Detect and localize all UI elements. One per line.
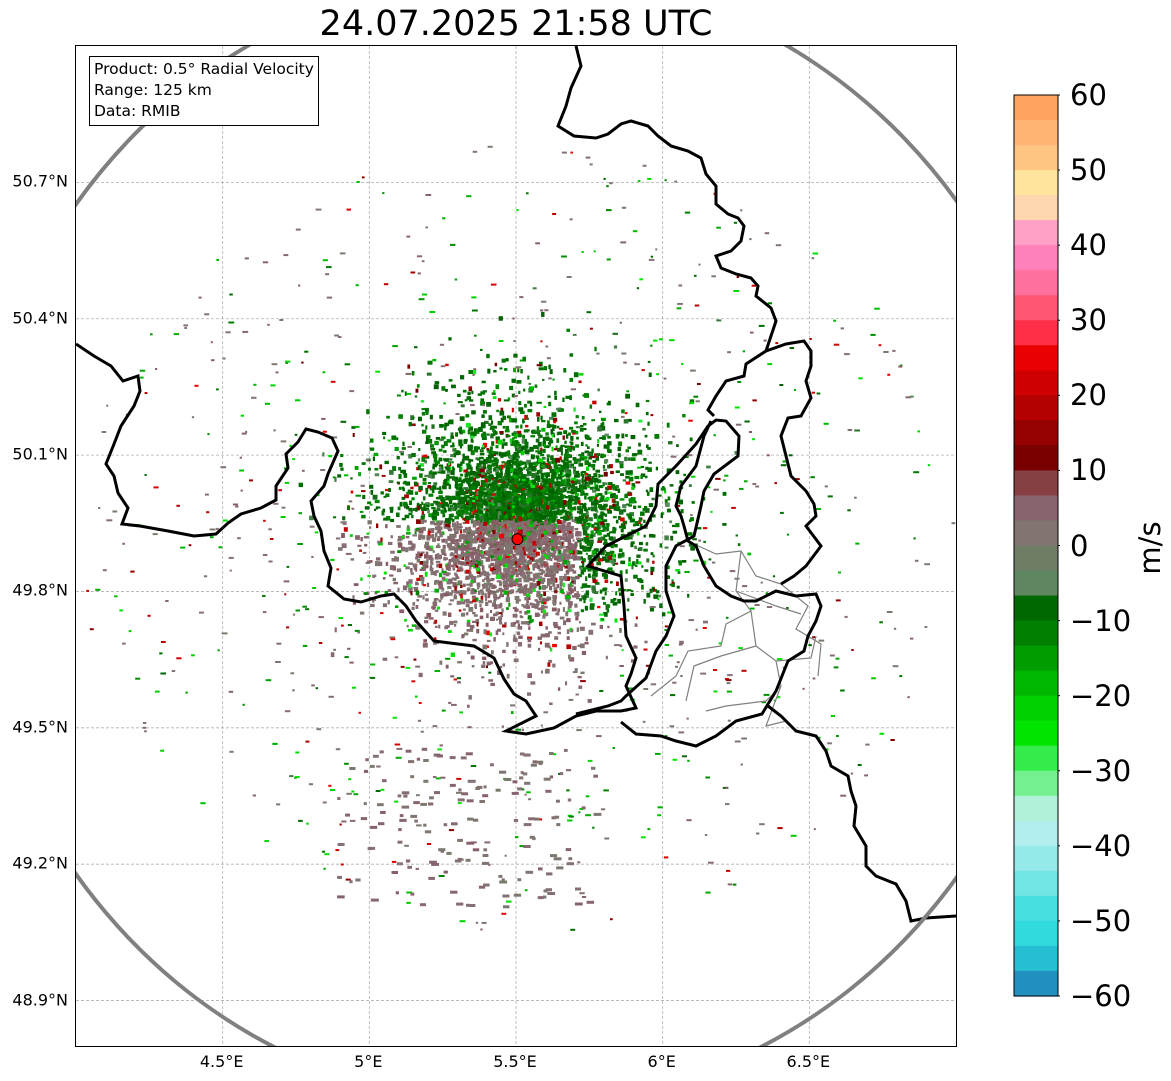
longitude-label: 6°E <box>647 1052 676 1071</box>
colorbar-band <box>1014 695 1058 722</box>
colorbar-band <box>1014 720 1058 747</box>
colorbar-band <box>1014 845 1058 872</box>
colorbar-band <box>1014 620 1058 647</box>
colorbar-band <box>1014 945 1058 972</box>
colorbar-band <box>1014 520 1058 547</box>
colorbar-band <box>1014 770 1058 797</box>
data-source-line: Data: RMIB <box>94 102 181 120</box>
colorbar-bands <box>1014 95 1058 997</box>
colorbar-tick-label: −50 <box>1070 903 1132 938</box>
colorbar-ticks <box>1058 94 1060 997</box>
colorbar-band <box>1014 670 1058 697</box>
colorbar-band <box>1014 120 1058 146</box>
colorbar-band <box>1014 445 1058 472</box>
latitude-label: 49.5°N <box>12 717 68 737</box>
colorbar-band <box>1014 745 1058 772</box>
border-luxembourg-germany-east <box>767 704 956 923</box>
colorbar-band <box>1014 795 1058 822</box>
longitude-label: 5.5°E <box>493 1052 537 1071</box>
colorbar-band <box>1014 370 1058 396</box>
latitude-label: 50.7°N <box>12 171 68 191</box>
longitude-label: 5°E <box>354 1052 383 1071</box>
colorbar-band <box>1014 920 1058 947</box>
latitude-label: 50.1°N <box>12 444 68 464</box>
colorbar-band <box>1014 895 1058 922</box>
colorbar-tick-label: −20 <box>1070 678 1132 713</box>
colorbar-tick-label: 20 <box>1070 378 1107 413</box>
border-west-france-belgium <box>76 342 741 736</box>
colorbar-band <box>1014 320 1058 346</box>
colorbar-tick-label: −30 <box>1070 753 1132 788</box>
longitude-label: 4.5°E <box>199 1052 244 1071</box>
latitude-label: 48.9°N <box>12 990 68 1010</box>
colorbar-band <box>1014 145 1058 171</box>
colorbar-band <box>1014 295 1058 321</box>
colorbar-band <box>1014 970 1058 997</box>
colorbar-band <box>1014 545 1058 572</box>
colorbar-band <box>1014 345 1058 371</box>
colorbar-band <box>1014 495 1058 522</box>
colorbar-tick-label: 60 <box>1070 78 1107 112</box>
range-line: Range: 125 km <box>94 81 212 99</box>
colorbar-band <box>1014 270 1058 296</box>
colorbar-band <box>1014 595 1058 622</box>
radar-map-frame[interactable] <box>75 45 957 1047</box>
colorbar-band <box>1014 170 1058 196</box>
country-borders <box>76 46 956 923</box>
colorbar-tick-label: 50 <box>1070 153 1107 188</box>
radar-echoes <box>86 145 956 931</box>
border-frame-right-east <box>765 339 823 586</box>
border-belgium-bottom-branch <box>620 420 823 748</box>
colorbar-band <box>1014 870 1058 897</box>
colorbar-band <box>1014 395 1058 421</box>
colorbar-tick-label: −60 <box>1070 979 1132 1013</box>
colorbar-tick-label: 0 <box>1070 528 1089 563</box>
longitude-label: 6.5°E <box>786 1052 831 1071</box>
colorbar-tick-label: 30 <box>1070 303 1107 338</box>
colorbar-band <box>1014 420 1058 446</box>
velocity-colorbar <box>1013 94 1060 997</box>
latitude-label: 50.4°N <box>12 308 68 328</box>
radar-map[interactable] <box>76 46 956 1046</box>
latitude-label: 49.8°N <box>12 580 68 600</box>
colorbar-band <box>1014 220 1058 246</box>
map-title: 24.07.2025 21:58 UTC <box>319 4 713 44</box>
latitude-label: 49.2°N <box>12 853 68 873</box>
colorbar-tick-label: −10 <box>1070 603 1132 638</box>
colorbar-band <box>1014 645 1058 672</box>
colorbar-band <box>1014 570 1058 597</box>
product-info-box: Product: 0.5° Radial Velocity Range: 125… <box>89 56 319 126</box>
colorbar-tick-label: 10 <box>1070 453 1107 488</box>
product-line: Product: 0.5° Radial Velocity <box>94 60 314 78</box>
radar-overlays <box>76 46 956 1046</box>
radar-site-marker[interactable] <box>511 533 524 546</box>
colorbar-band <box>1014 470 1058 497</box>
colorbar-band <box>1014 820 1058 847</box>
colorbar-band <box>1014 95 1058 121</box>
colorbar-tick-label: −40 <box>1070 828 1132 863</box>
colorbar-unit: m/s <box>1133 521 1167 575</box>
colorbar-band <box>1014 245 1058 271</box>
border-belgium-luxembourg-north <box>556 46 778 418</box>
colorbar-band <box>1014 195 1058 221</box>
colorbar-tick-label: 40 <box>1070 228 1107 263</box>
